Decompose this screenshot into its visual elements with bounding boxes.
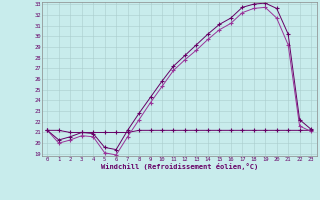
X-axis label: Windchill (Refroidissement éolien,°C): Windchill (Refroidissement éolien,°C) <box>100 163 258 170</box>
